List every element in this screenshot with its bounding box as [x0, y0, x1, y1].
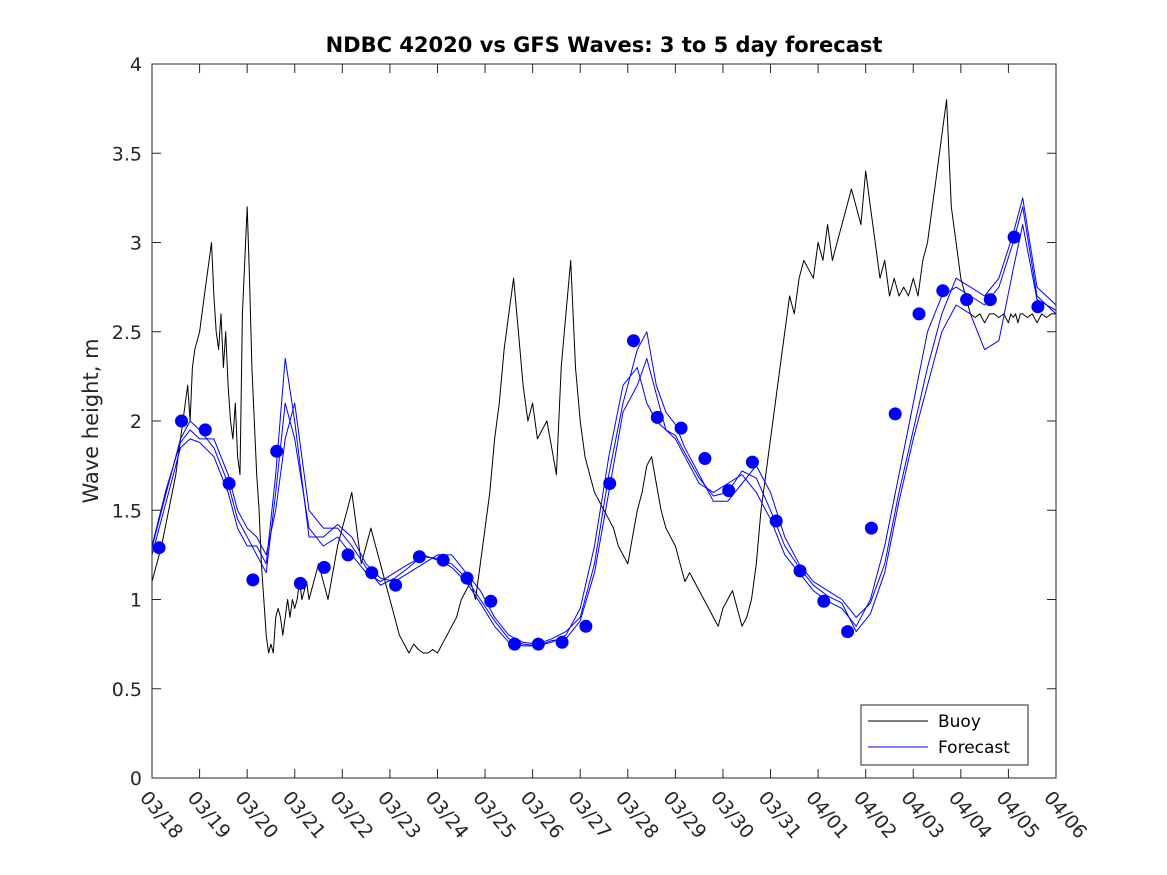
- forecast-point-25: [745, 455, 759, 469]
- forecast-point-21: [650, 410, 664, 424]
- chart-title: NDBC 42020 vs GFS Waves: 3 to 5 day fore…: [326, 33, 883, 57]
- forecast-point-3: [222, 477, 236, 490]
- forecast-point-10: [389, 578, 403, 592]
- y-tick-label-5: 2.5: [112, 322, 142, 344]
- y-axis-label: Wave height, m: [79, 338, 103, 503]
- y-tick-label-2: 1: [130, 590, 142, 612]
- forecast-point-11: [412, 550, 426, 564]
- series-layer: [151, 99, 1057, 654]
- series-line-1-forecast: [151, 206, 1057, 647]
- forecast-point-22: [674, 421, 688, 435]
- forecast-point-23: [698, 452, 712, 465]
- legend-label-forecast: Forecast: [938, 738, 1010, 758]
- forecast-point-18: [579, 619, 593, 633]
- forecast-point-36: [1007, 230, 1021, 244]
- forecast-point-29: [841, 625, 855, 639]
- marker-layer: [152, 230, 1045, 651]
- forecast-point-37: [1031, 300, 1045, 314]
- forecast-point-15: [508, 637, 522, 651]
- series-line-2-forecast-run-2: [151, 197, 1057, 645]
- forecast-point-35: [983, 293, 997, 307]
- y-tick-label-8: 4: [130, 54, 142, 76]
- y-tick-label-0: 0: [130, 768, 142, 790]
- forecast-point-17: [555, 635, 569, 649]
- forecast-point-9: [365, 566, 379, 580]
- forecast-point-14: [484, 594, 498, 608]
- forecast-point-16: [531, 637, 545, 651]
- forecast-point-26: [769, 514, 783, 528]
- forecast-point-34: [960, 293, 974, 307]
- forecast-point-32: [912, 307, 926, 321]
- forecast-point-4: [246, 573, 260, 587]
- forecast-point-8: [341, 548, 355, 562]
- series-line-3-forecast-run-3: [151, 224, 1057, 647]
- legend: Buoy Forecast: [860, 704, 1029, 766]
- series-line-0-buoy: [151, 99, 1056, 654]
- forecast-point-33: [936, 284, 950, 298]
- forecast-point-30: [864, 521, 878, 535]
- legend-box: [860, 704, 1029, 766]
- forecast-point-7: [317, 560, 331, 574]
- y-tick-label-6: 3: [130, 233, 142, 255]
- forecast-point-12: [436, 553, 450, 567]
- forecast-point-20: [627, 334, 640, 348]
- forecast-point-2: [198, 423, 212, 437]
- forecast-point-1: [175, 414, 188, 428]
- forecast-point-24: [722, 484, 736, 498]
- forecast-point-13: [460, 571, 474, 585]
- y-tick-label-4: 2: [130, 411, 142, 433]
- forecast-point-6: [293, 576, 307, 590]
- y-tick-label-1: 0.5: [112, 679, 142, 701]
- forecast-point-27: [793, 564, 807, 578]
- forecast-point-31: [888, 407, 902, 421]
- y-tick-label-3: 1.5: [112, 500, 142, 522]
- y-tick-label-7: 3.5: [112, 143, 142, 165]
- legend-label-buoy: Buoy: [938, 712, 981, 732]
- forecast-point-19: [603, 477, 617, 490]
- forecast-point-28: [817, 594, 831, 608]
- axes-background: [152, 64, 1056, 778]
- forecast-point-0: [152, 541, 166, 555]
- forecast-point-5: [270, 444, 284, 458]
